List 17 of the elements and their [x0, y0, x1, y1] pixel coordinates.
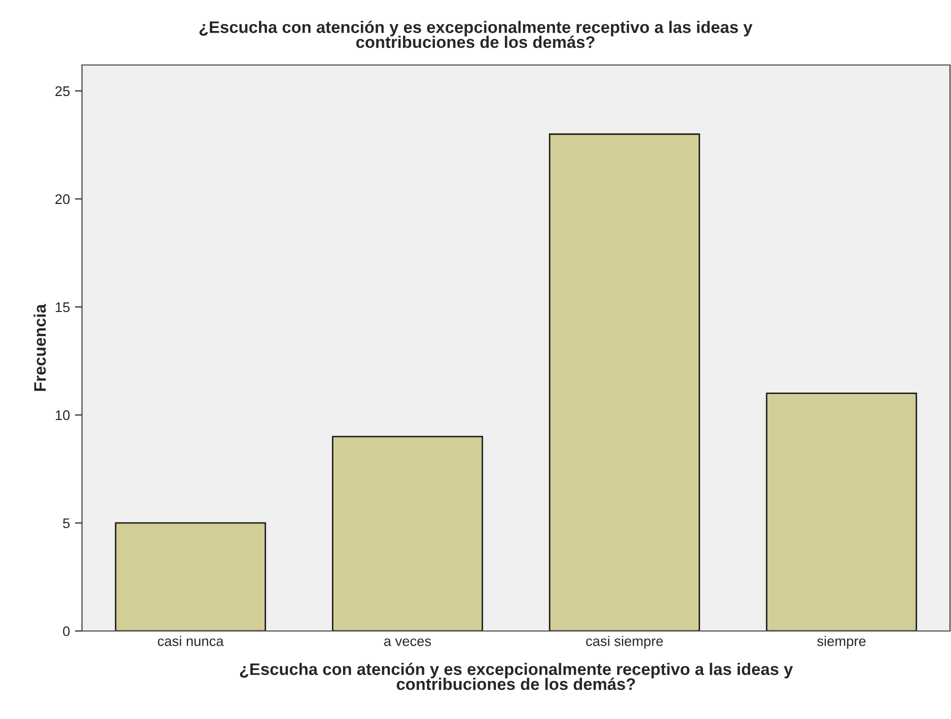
y-tick-label: 15 [56, 302, 70, 312]
y-tick-label: 25 [55, 86, 70, 96]
x-tick-label: a veces [384, 638, 431, 646]
x-tick-label: casi siempre [586, 636, 663, 649]
bar [332, 436, 484, 631]
x-axis-title: ¿Escucha con atención y es excepcionalmente receptivo a las ideas y contribuciones de los demás? [240, 662, 793, 690]
y-tick-label: 5 [63, 518, 70, 528]
x-tick-label: siempre [817, 636, 866, 649]
x-tick-label: casi nunca [158, 636, 224, 646]
y-axis-title: Frecuencia [34, 304, 46, 391]
chart-title: ¿Escucha con atención y es excepcionalmente receptivo a las ideas y contribuciones de los demás? [199, 20, 752, 48]
bar [548, 133, 700, 631]
y-tick-label: 20 [55, 194, 70, 204]
y-tick-label: 0 [63, 626, 70, 636]
bar [766, 392, 918, 631]
y-tick-label: 10 [56, 410, 70, 420]
bar [114, 522, 266, 631]
